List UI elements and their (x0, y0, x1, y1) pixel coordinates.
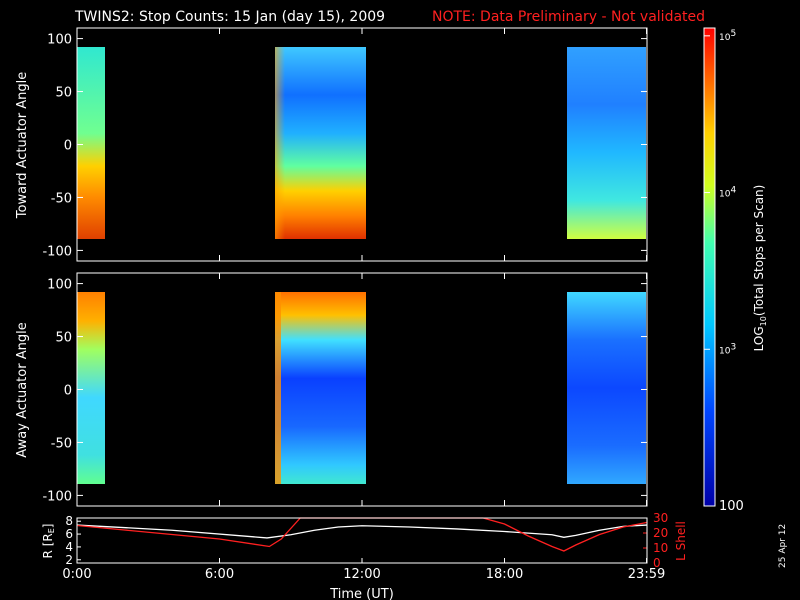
x-axis-label: Time (UT) (329, 587, 394, 600)
ytick-label: 0 (64, 139, 72, 154)
away-ylabel: Away Actuator Angle (15, 322, 30, 457)
away-segment-3 (567, 292, 646, 484)
lshell-ylabel: L Shell (674, 521, 688, 561)
ytick-label: -50 (51, 191, 72, 206)
colorbar-bottom-label: 100 (719, 499, 744, 514)
preliminary-note: NOTE: Data Preliminary - Not validated (432, 9, 705, 25)
xtick-label: 6:00 (205, 567, 234, 582)
r-tick-label: 2 (65, 553, 73, 567)
ytick-label: 100 (47, 278, 72, 293)
xtick-label: 18:00 (486, 567, 523, 582)
ytick-label: 100 (47, 33, 72, 48)
lshell-series-line (76, 517, 647, 552)
ytick-label: 50 (55, 86, 72, 101)
r-tick-label: 8 (65, 514, 73, 528)
ytick-label: 0 (64, 384, 72, 399)
colorbar-label: LOG10(Total Stops per Scan) (752, 185, 768, 352)
xtick-label: 23:59 (628, 567, 665, 582)
ytick-label: 50 (55, 331, 72, 346)
ytick-label: -50 (51, 436, 72, 451)
toward-ylabel: Toward Actuator Angle (15, 72, 30, 219)
lshell-tick-label: 20 (653, 526, 668, 540)
r-ylabel: R [RE] (41, 524, 56, 559)
lshell-tick-label: 10 (653, 541, 668, 555)
lshell-tick-label: 30 (653, 511, 668, 525)
away-panel: Away Actuator Angle 100 50 0 -50 -100 (15, 272, 648, 507)
r-tick-label: 4 (65, 540, 73, 554)
toward-segment-2 (275, 47, 366, 239)
xtick-label: 12:00 (343, 567, 380, 582)
toward-segment-3 (567, 47, 646, 239)
colorbar-tick-label: 104 (719, 186, 736, 200)
ytick-label: -100 (42, 244, 72, 259)
date-stamp: 25 Apr 12 (778, 524, 788, 568)
colorbar-tick-label: 103 (719, 342, 736, 356)
away-segment-2 (275, 292, 366, 484)
colorbar: 105 104 103 100 LOG10(Total Stops per Scan) (703, 27, 768, 514)
colorbar-gradient (703, 27, 716, 507)
r-series-line (76, 524, 647, 539)
away-segment-1 (77, 292, 105, 484)
r-tick-label: 6 (65, 527, 73, 541)
xtick-label: 0:00 (62, 567, 91, 582)
ephemeris-axes (76, 517, 648, 564)
toward-panel: Toward Actuator Angle 100 50 0 -50 -100 (15, 27, 648, 262)
lshell-tick-label: 0 (653, 556, 661, 570)
colorbar-tick-label: 105 (719, 29, 736, 43)
ytick-label: -100 (42, 489, 72, 504)
toward-segment-1 (77, 47, 105, 239)
plot-title: TWINS2: Stop Counts: 15 Jan (day 15), 20… (74, 9, 385, 25)
